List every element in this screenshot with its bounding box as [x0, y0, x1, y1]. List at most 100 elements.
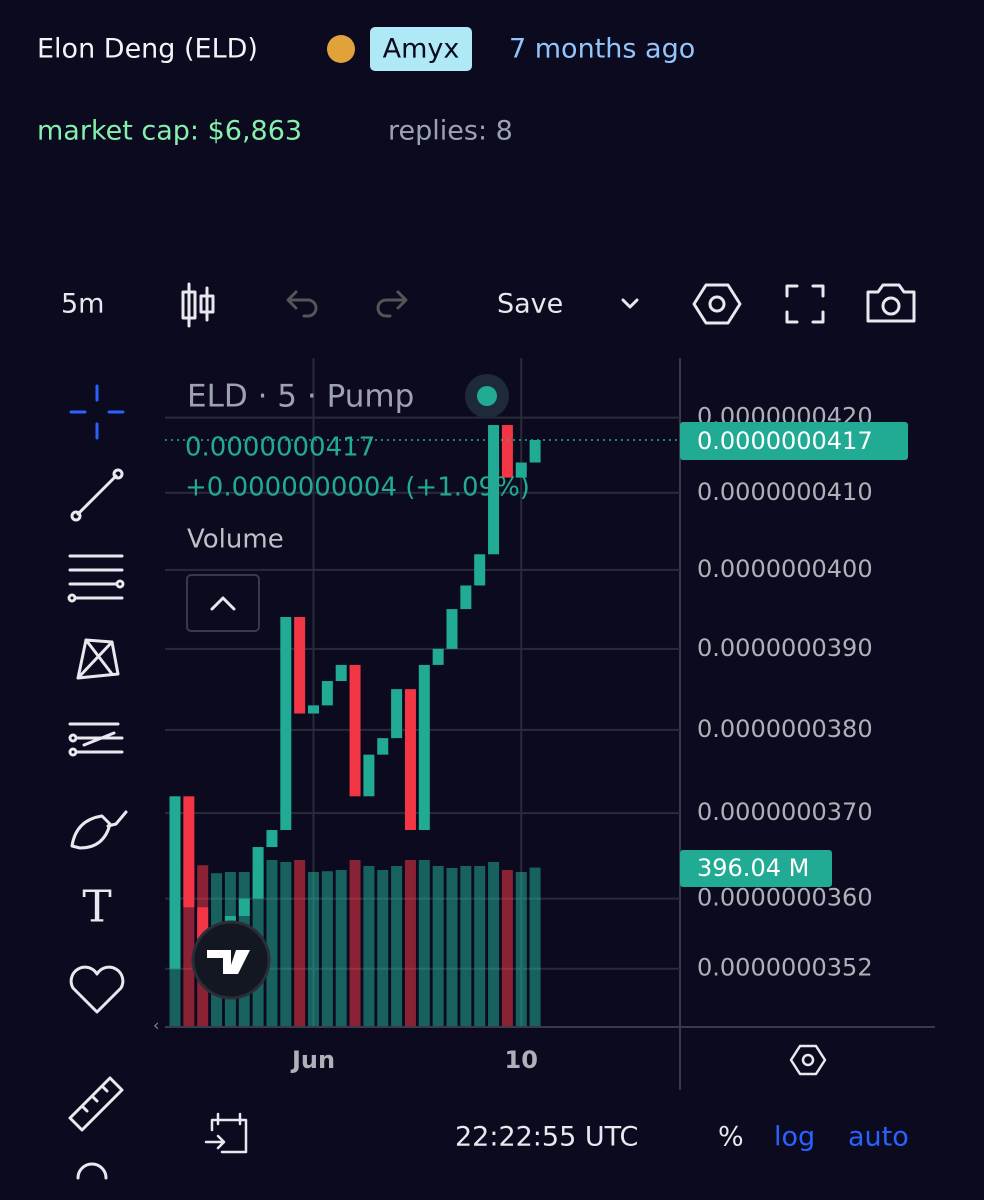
y-tick-label: 0.0000000400	[697, 555, 873, 583]
interval[interactable]: 5m	[61, 289, 104, 320]
avatar	[327, 35, 355, 63]
candle-body	[404, 689, 416, 831]
redo-icon[interactable]	[376, 290, 408, 318]
candle-body	[308, 705, 319, 714]
price-tag-bg	[680, 422, 908, 460]
candle-body	[418, 664, 430, 831]
candle-type-icon[interactable]	[181, 282, 215, 328]
ruler-tool[interactable]	[68, 1076, 124, 1132]
last-price: 0.0000000417	[185, 433, 375, 463]
camera-icon[interactable]	[866, 283, 916, 323]
price-axis: 0.0000000352 0.0000000360 0.0000000370 0.00…	[697, 403, 873, 982]
volume-tag-bg	[680, 850, 832, 887]
candle-body	[349, 664, 361, 797]
user-name[interactable]: Amyx	[383, 34, 460, 65]
text-tool[interactable]: T	[82, 882, 111, 933]
volume-bar	[377, 870, 389, 1026]
log-toggle[interactable]: log	[774, 1122, 815, 1153]
x-tick-label: 10	[505, 1046, 538, 1074]
candle-body	[252, 847, 264, 899]
percent-toggle[interactable]: %	[718, 1122, 744, 1153]
time-ago: 7 months ago	[509, 34, 695, 65]
volume-bar	[280, 862, 292, 1026]
price-tag: 0.0000000417	[697, 427, 873, 455]
fullscreen-icon[interactable]	[785, 284, 825, 324]
candle-body	[377, 738, 389, 755]
x-tick-label: Jun	[290, 1046, 335, 1074]
candle-body	[321, 681, 333, 706]
crosshair-tool[interactable]	[69, 384, 125, 440]
replies: replies: 8	[388, 116, 513, 147]
volume-bar	[391, 866, 403, 1026]
status-dot	[477, 386, 497, 406]
collapse-icon	[210, 596, 236, 611]
volume-bar	[529, 867, 541, 1026]
auto-toggle[interactable]: auto	[848, 1122, 909, 1153]
market-cap: market cap: $6,863	[37, 116, 302, 147]
clock: 22:22:55 UTC	[455, 1122, 638, 1153]
volume-bar	[474, 866, 486, 1026]
y-tick-label: 0.0000000380	[697, 715, 873, 743]
candle-body	[363, 754, 375, 797]
price-change: +0.0000000004 (+1.09%)	[185, 473, 530, 503]
pattern-tool[interactable]	[76, 638, 120, 680]
candle-body	[488, 425, 500, 555]
volume-bar	[418, 860, 430, 1026]
time-axis: Jun 10	[290, 1046, 538, 1074]
y-tick-label: 0.0000000360	[697, 884, 873, 912]
candle-body	[169, 796, 181, 969]
y-tick-label: 0.0000000370	[697, 798, 873, 826]
favorites-tool[interactable]	[69, 965, 125, 1014]
candle-body	[529, 439, 541, 463]
chart-title: ELD · 5 · Pump	[187, 379, 414, 415]
axis-settings[interactable]	[789, 1044, 827, 1076]
candle-body	[280, 617, 292, 831]
y-tick-label: 0.0000000352	[697, 954, 873, 982]
volume-bar	[335, 870, 347, 1026]
volume-bar	[488, 862, 500, 1026]
volume-bar	[432, 866, 444, 1026]
scroll-left[interactable]: ‹	[153, 1016, 159, 1035]
trend-line-tool[interactable]	[70, 468, 124, 522]
forecast-tool[interactable]	[68, 722, 124, 757]
y-tick-label: 0.0000000410	[697, 478, 873, 506]
candle-body	[446, 609, 458, 649]
candle-body	[474, 554, 486, 586]
volume-bar	[446, 868, 458, 1026]
volume-tag: 396.04 M	[697, 854, 809, 882]
volume-bar	[460, 866, 472, 1026]
candle-body	[294, 617, 306, 714]
collapse-button[interactable]	[186, 574, 260, 632]
volume-label: Volume	[187, 525, 284, 555]
more-tools[interactable]	[76, 1162, 108, 1180]
candle-body	[391, 689, 403, 739]
candle-body	[197, 907, 209, 943]
brush-tool[interactable]	[70, 810, 128, 850]
fib-tool[interactable]	[67, 554, 125, 603]
logo-mark	[207, 950, 250, 974]
token-name[interactable]: Elon Deng (ELD)	[37, 34, 258, 65]
y-tick-label: 0.0000000390	[697, 634, 873, 662]
volume-bar	[515, 872, 527, 1026]
settings-icon[interactable]	[692, 283, 742, 325]
save-menu[interactable]	[621, 298, 639, 309]
candle-body	[432, 648, 444, 665]
candle-body	[460, 585, 472, 610]
volume-bar	[321, 871, 333, 1026]
candle-body	[515, 462, 527, 478]
volume-bar	[183, 865, 195, 1026]
volume-bar	[308, 872, 319, 1026]
save-button[interactable]: Save	[497, 289, 563, 320]
volume-bar	[349, 860, 361, 1026]
candle-body	[266, 830, 278, 848]
volume-bar	[294, 860, 306, 1026]
candle-body	[335, 664, 347, 682]
undo-icon[interactable]	[286, 290, 318, 318]
user-badge[interactable]	[370, 27, 472, 71]
volume-bar	[266, 860, 278, 1026]
volume-bar	[404, 860, 416, 1026]
volume-bar	[501, 870, 513, 1026]
goto-date[interactable]	[204, 1112, 248, 1154]
